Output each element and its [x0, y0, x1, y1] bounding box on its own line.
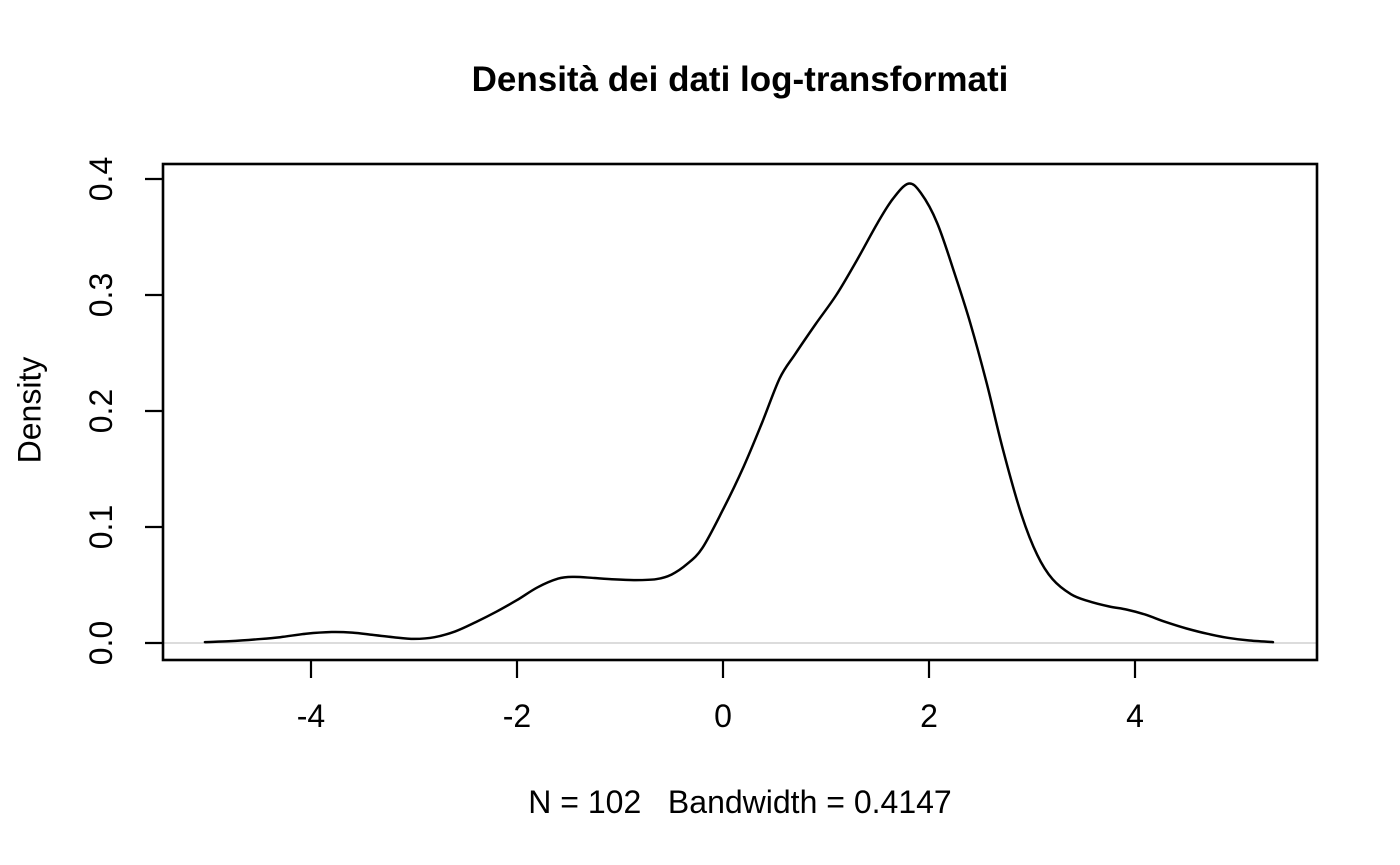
- chart-title: Densità dei dati log-transformati: [471, 60, 1009, 99]
- x-tick-label: 4: [1126, 698, 1144, 734]
- x-tick-label: -2: [502, 698, 532, 734]
- y-axis-label: Density: [11, 356, 48, 464]
- y-tick-label: 0.3: [83, 272, 119, 318]
- y-tick-label: 0.1: [83, 504, 119, 550]
- x-tick-label: -4: [296, 698, 326, 734]
- plot-box: [161, 162, 1319, 662]
- x-tick-label: 0: [714, 698, 732, 734]
- density-curve: [203, 182, 1275, 644]
- x-tick-label: 2: [920, 698, 938, 734]
- y-tick-label: 0.4: [83, 156, 119, 202]
- y-tick-label: 0.0: [83, 620, 119, 666]
- x-axis-label: N = 102 Bandwidth = 0.4147: [528, 784, 952, 820]
- y-tick-label: 0.2: [83, 388, 119, 434]
